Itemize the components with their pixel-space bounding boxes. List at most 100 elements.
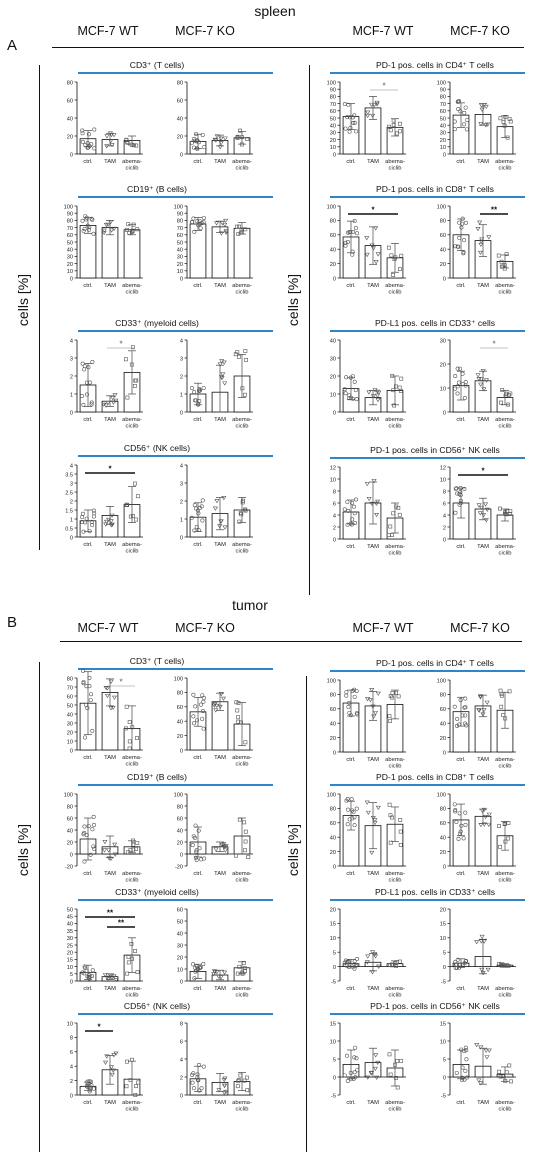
significance-label: *	[108, 465, 112, 474]
data-point	[463, 220, 468, 225]
data-point	[484, 1055, 490, 1060]
data-point	[397, 267, 402, 272]
data-point	[375, 691, 381, 696]
data-point	[87, 380, 92, 385]
group-title-b-r-0: PD-1 pos. cells in CD4⁺ T cells	[376, 658, 494, 668]
data-point	[463, 380, 468, 385]
data-point	[365, 697, 371, 702]
data-point	[135, 841, 140, 845]
data-point	[475, 373, 481, 378]
data-point	[392, 403, 396, 408]
data-point	[221, 1083, 227, 1088]
data-point	[80, 131, 85, 136]
data-point	[481, 822, 487, 827]
y-tick-label: 3	[180, 481, 183, 487]
y-tick-label: 10	[177, 967, 183, 973]
data-point	[87, 1079, 92, 1084]
y-tick-label: 50	[67, 703, 73, 709]
data-point	[477, 220, 483, 225]
data-point	[86, 365, 91, 370]
x-tick-label: ctrl.	[346, 1100, 356, 1106]
data-point	[503, 114, 508, 119]
data-point	[222, 136, 228, 141]
data-point	[388, 1072, 393, 1077]
data-point	[201, 385, 206, 390]
y-tick-label: 10	[67, 269, 73, 275]
data-point	[200, 132, 205, 137]
x-tick-label: abema-	[495, 757, 515, 763]
data-point	[131, 842, 136, 847]
y-tick-label: -5	[331, 1093, 336, 1099]
data-point	[391, 118, 396, 123]
data-point	[342, 387, 347, 392]
data-point	[462, 122, 467, 127]
x-tick-label: TAM	[214, 283, 226, 289]
x-tick-label: ctrl.	[83, 986, 93, 992]
data-point	[457, 235, 462, 240]
data-point	[373, 711, 379, 716]
y-tick-label: 5	[443, 1057, 446, 1063]
data-point	[85, 974, 90, 979]
data-point	[372, 1066, 378, 1072]
data-point	[218, 141, 224, 146]
data-point	[243, 839, 248, 844]
data-point	[345, 822, 350, 827]
data-point	[350, 252, 355, 257]
data-point	[235, 1084, 240, 1089]
data-point	[345, 1078, 350, 1083]
data-point	[243, 227, 248, 232]
data-point	[355, 1068, 360, 1073]
data-point	[455, 384, 460, 389]
x-tick-label: ctrl.	[83, 283, 93, 289]
data-point	[460, 221, 465, 226]
data-point	[364, 252, 370, 258]
data-point	[239, 720, 243, 725]
data-point	[458, 501, 463, 506]
data-point	[111, 695, 118, 700]
y-tick-label: 20	[177, 955, 183, 961]
data-point	[86, 824, 91, 829]
y-tick-label: 8	[443, 489, 446, 495]
y-tick-label: 50	[177, 919, 183, 925]
y-tick-label: 5	[443, 951, 446, 957]
x-tick-label: ctrl.	[346, 159, 356, 165]
x-tick-label: ciclib	[389, 764, 402, 770]
data-point	[190, 843, 195, 848]
x-tick-label: ciclib	[126, 166, 139, 172]
y-tick-label: 8	[333, 489, 336, 495]
data-point	[507, 689, 512, 694]
data-point	[243, 969, 247, 973]
data-point	[370, 950, 376, 955]
data-point	[462, 961, 467, 966]
data-point	[191, 216, 196, 221]
group-title-a-l-2: CD33⁺ (myeloid cells)	[115, 318, 199, 328]
data-point	[354, 688, 359, 693]
significance-label: *	[97, 1023, 101, 1032]
data-point	[88, 698, 93, 703]
data-point	[369, 243, 375, 248]
data-point	[92, 146, 97, 151]
data-point	[352, 966, 357, 971]
data-point	[194, 857, 199, 862]
data-point	[507, 392, 511, 397]
y-tick-label: 40	[177, 720, 183, 726]
data-point	[111, 133, 117, 138]
data-point	[462, 110, 467, 115]
x-tick-label: abema-	[232, 159, 252, 165]
data-point	[498, 116, 503, 121]
col-head-a-2: MCF-7 KO	[175, 24, 235, 38]
data-point	[135, 227, 140, 232]
data-point	[349, 522, 354, 527]
data-point	[346, 705, 351, 710]
x-tick-label: TAM	[367, 283, 379, 289]
data-point	[484, 507, 490, 512]
x-tick-label: abema-	[232, 283, 252, 289]
y-tick-label: 40	[330, 124, 336, 130]
data-point	[483, 815, 489, 820]
x-tick-label: ctrl.	[456, 1100, 466, 1106]
data-point	[221, 842, 227, 847]
data-point	[372, 820, 378, 826]
data-point	[214, 499, 220, 504]
chart-b-pd1cd56-wt: -5 0 5 10 15 ctrl. TAM abema-ciclib	[330, 1021, 406, 1113]
